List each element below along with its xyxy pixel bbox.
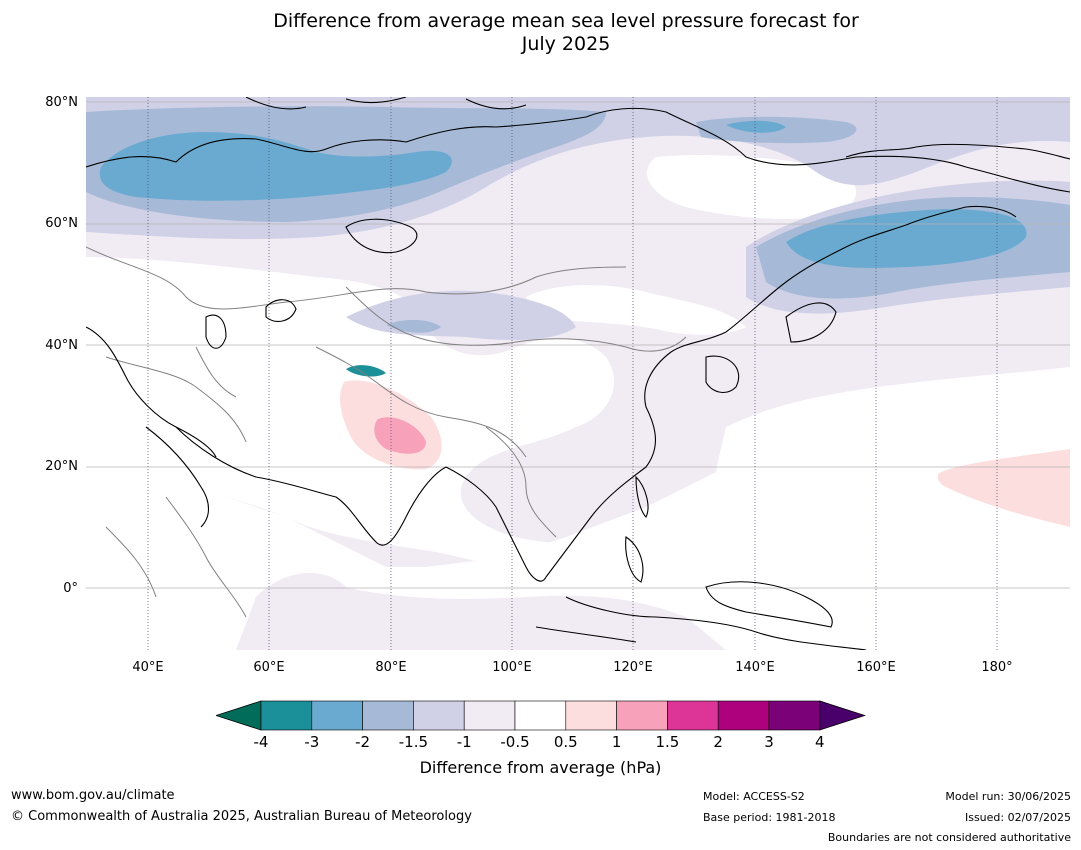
lat-label-60n: 60°N xyxy=(45,216,78,231)
longitude-gridlines xyxy=(147,97,998,650)
anomaly-region-pink-pacific xyxy=(937,449,1070,527)
colorbar-under-arrow xyxy=(214,700,262,731)
anomaly-region-blue-farnorth xyxy=(726,120,786,133)
lon-label-180: 180° xyxy=(981,660,1013,675)
title-line-2: July 2025 xyxy=(521,33,611,55)
coastlines xyxy=(86,97,1070,650)
colorbar-tick-label: -1 xyxy=(456,733,472,751)
colorbar-tick-label: -0.5 xyxy=(500,733,530,751)
colorbar-over-arrow xyxy=(819,700,867,731)
colorbar-segment xyxy=(311,700,363,731)
colorbar-segment xyxy=(260,700,313,731)
colorbar-tick-label: 3 xyxy=(764,733,774,751)
lat-label-0: 0° xyxy=(63,581,78,596)
colorbar-tick-label: -3 xyxy=(304,733,320,751)
map-title: Difference from average mean sea level p… xyxy=(0,10,1081,56)
colorbar-segment xyxy=(413,700,465,731)
lon-label-80e: 80°E xyxy=(375,660,407,675)
country-boundaries xyxy=(86,246,687,618)
colorbar-segment xyxy=(768,700,821,731)
footer-model-run: Model run: 30/06/2025 xyxy=(945,790,1071,803)
colorbar-tick-label: 0.5 xyxy=(553,733,578,751)
colorbar-tick-label: -1.5 xyxy=(398,733,429,751)
anomaly-region-rose-india xyxy=(374,417,426,454)
anomaly-region-blue-north xyxy=(99,132,452,201)
footer-issued: Issued: 02/07/2025 xyxy=(964,811,1071,824)
latitude-gridlines xyxy=(86,101,1070,589)
footer-disclaimer: Boundaries are not considered authoritat… xyxy=(827,831,1071,844)
lat-label-20n: 20°N xyxy=(45,459,78,474)
colorbar-tick-label: 1 xyxy=(611,733,622,751)
anomaly-region-light-lavender-south xyxy=(236,573,726,650)
colorbar xyxy=(214,700,867,736)
lon-label-120e: 120°E xyxy=(613,660,653,675)
anomaly-region-neutral-pacific xyxy=(706,367,1070,650)
colorbar-segment xyxy=(717,700,770,731)
colorbar-tick-label: 1.5 xyxy=(655,733,680,751)
colorbar-tick-label: -2 xyxy=(355,733,371,751)
lat-label-40n: 40°N xyxy=(45,338,78,353)
colorbar-tick-label: -4 xyxy=(253,733,269,751)
lon-label-100e: 100°E xyxy=(492,660,532,675)
lon-label-60e: 60°E xyxy=(253,660,285,675)
pressure-anomaly-map xyxy=(86,97,1070,650)
lat-label-80n: 80°N xyxy=(45,95,78,110)
colorbar-segment xyxy=(616,700,668,731)
colorbar-segment xyxy=(667,700,719,731)
anomaly-region-neutral-center xyxy=(526,285,746,335)
colorbar-segment xyxy=(514,700,567,731)
title-line-1: Difference from average mean sea level p… xyxy=(273,10,859,32)
colorbar-segment xyxy=(565,700,617,731)
colorbar-segment xyxy=(362,700,414,731)
lon-label-40e: 40°E xyxy=(132,660,164,675)
lon-label-140e: 140°E xyxy=(735,660,775,675)
footer-copyright: © Commonwealth of Australia 2025, Austra… xyxy=(11,809,472,824)
map-canvas xyxy=(86,97,1070,650)
footer-base-period: Base period: 1981-2018 xyxy=(703,811,836,824)
lon-label-160e: 160°E xyxy=(856,660,896,675)
colorbar-tick-label: 4 xyxy=(815,733,825,751)
anomaly-region-neutral-northeast xyxy=(647,155,856,219)
colorbar-svg xyxy=(214,700,867,731)
footer-model: Model: ACCESS-S2 xyxy=(703,790,805,803)
colorbar-tick-label: 2 xyxy=(713,733,723,751)
colorbar-label: Difference from average (hPa) xyxy=(419,758,662,777)
colorbar-segment xyxy=(463,700,516,731)
footer-url: www.bom.gov.au/climate xyxy=(11,788,175,803)
anomaly-region-light-blue-central xyxy=(386,319,441,333)
